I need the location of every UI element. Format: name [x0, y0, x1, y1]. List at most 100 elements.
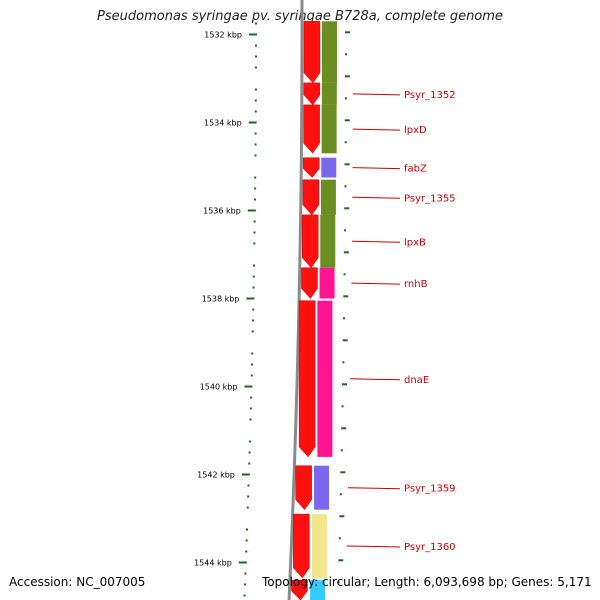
cog-block	[321, 21, 337, 83]
gene-arrow	[298, 300, 316, 458]
gene-label-leader	[350, 378, 401, 381]
right-tick	[344, 207, 350, 210]
gene-label-leader	[347, 487, 401, 490]
cog-block	[321, 104, 337, 154]
ruler-minor-tick	[254, 187, 257, 190]
gene-arrow	[293, 513, 310, 579]
right-tick	[344, 185, 347, 188]
ruler-tick-label: 1532 kbp	[204, 31, 242, 40]
ruler-minor-tick	[250, 363, 253, 366]
ruler-minor-tick	[254, 154, 257, 157]
gene-arrow	[303, 104, 320, 154]
cog-block	[311, 514, 327, 578]
gene-arrow	[303, 82, 321, 106]
cog-block	[321, 157, 337, 178]
ruler-minor-tick	[247, 484, 250, 487]
ruler-minor-tick	[254, 88, 257, 91]
right-tick	[340, 471, 346, 474]
right-tick	[344, 119, 350, 122]
accession-label: Accession: NC_007005	[9, 575, 146, 589]
gene-label: fabZ	[404, 164, 427, 175]
gene-arrow	[301, 214, 319, 269]
ruler-minor-tick	[252, 286, 255, 289]
ruler-minor-tick	[245, 550, 248, 553]
ruler-minor-tick	[253, 242, 256, 245]
right-tick	[342, 339, 348, 342]
ruler-minor-tick	[254, 44, 257, 47]
gene-arrow	[295, 465, 312, 511]
ruler-minor-tick	[253, 264, 256, 267]
right-tick	[344, 53, 347, 56]
right-tick	[341, 427, 347, 430]
ruler-tick-label: 1542 kbp	[197, 471, 235, 480]
ruler-minor-tick	[245, 539, 248, 542]
gene-label: Psyr_1360	[404, 542, 456, 553]
gene-label: Psyr_1352	[404, 90, 456, 101]
cog-block	[310, 580, 326, 600]
ruler-minor-tick	[251, 319, 254, 322]
gene-label-leader	[346, 545, 401, 548]
gene-label-leader	[351, 282, 401, 285]
right-tick	[343, 317, 346, 320]
ruler-tick-label: 1544 kbp	[194, 559, 232, 568]
ruler-minor-tick	[254, 143, 257, 146]
gene-label: Psyr_1355	[404, 193, 456, 204]
ruler-minor-tick	[248, 440, 251, 443]
cog-block	[314, 465, 330, 510]
ruler-minor-tick	[251, 330, 254, 333]
gene-label-leader	[352, 167, 401, 170]
right-tick	[344, 97, 347, 100]
ruler-minor-tick	[249, 418, 252, 421]
ruler-minor-tick	[243, 583, 246, 586]
ruler-minor-tick	[250, 374, 253, 377]
right-tick	[343, 295, 349, 298]
gene-arrow	[302, 157, 320, 178]
ruler-minor-tick	[243, 594, 246, 597]
ruler-minor-tick	[254, 176, 257, 179]
ruler-minor-tick	[253, 198, 256, 201]
ruler-tick-label: 1534 kbp	[204, 119, 242, 128]
gene-label: Psyr_1359	[404, 484, 456, 495]
ruler-minor-tick	[250, 396, 253, 399]
gene-label: rnhB	[404, 279, 428, 290]
ruler-minor-tick	[254, 99, 257, 102]
right-tick	[344, 141, 347, 144]
ruler-minor-tick	[252, 308, 255, 311]
cog-block	[321, 82, 337, 105]
ruler-minor-tick	[247, 495, 250, 498]
right-tick	[339, 493, 342, 496]
right-tick	[338, 537, 341, 540]
topology-label: Topology: circular; Length: 6,093,698 bp…	[262, 575, 592, 589]
right-tick	[343, 273, 346, 276]
gene-label: lpxD	[404, 125, 427, 136]
gene-arrow	[303, 21, 321, 84]
cog-block	[320, 179, 336, 215]
ruler-tick-label: 1538 kbp	[202, 295, 240, 304]
gene-label-leader	[352, 196, 401, 199]
gene-arrow	[301, 267, 318, 299]
ruler-minor-tick	[254, 66, 257, 69]
gene-label: lpxB	[404, 237, 426, 248]
gene-label-leader	[352, 128, 401, 131]
right-tick	[341, 383, 347, 386]
ruler-minor-tick	[253, 231, 256, 234]
ruler-minor-tick	[251, 352, 254, 355]
right-tick	[342, 361, 345, 364]
right-tick	[339, 515, 345, 518]
gene-label: dnaE	[404, 375, 429, 386]
ruler-minor-tick	[254, 55, 257, 58]
ruler-minor-tick	[254, 110, 257, 113]
right-tick	[344, 163, 350, 166]
right-tick	[338, 559, 344, 562]
gene-arrow	[302, 179, 320, 216]
right-tick	[344, 229, 347, 232]
right-tick	[337, 581, 340, 584]
genome-title: Pseudomonas syringae pv. syringae B728a,…	[97, 9, 503, 24]
right-tick	[340, 449, 343, 452]
ruler-tick-label: 1536 kbp	[203, 207, 241, 216]
right-tick	[343, 251, 349, 254]
ruler-minor-tick	[246, 506, 249, 509]
right-tick	[344, 75, 350, 78]
